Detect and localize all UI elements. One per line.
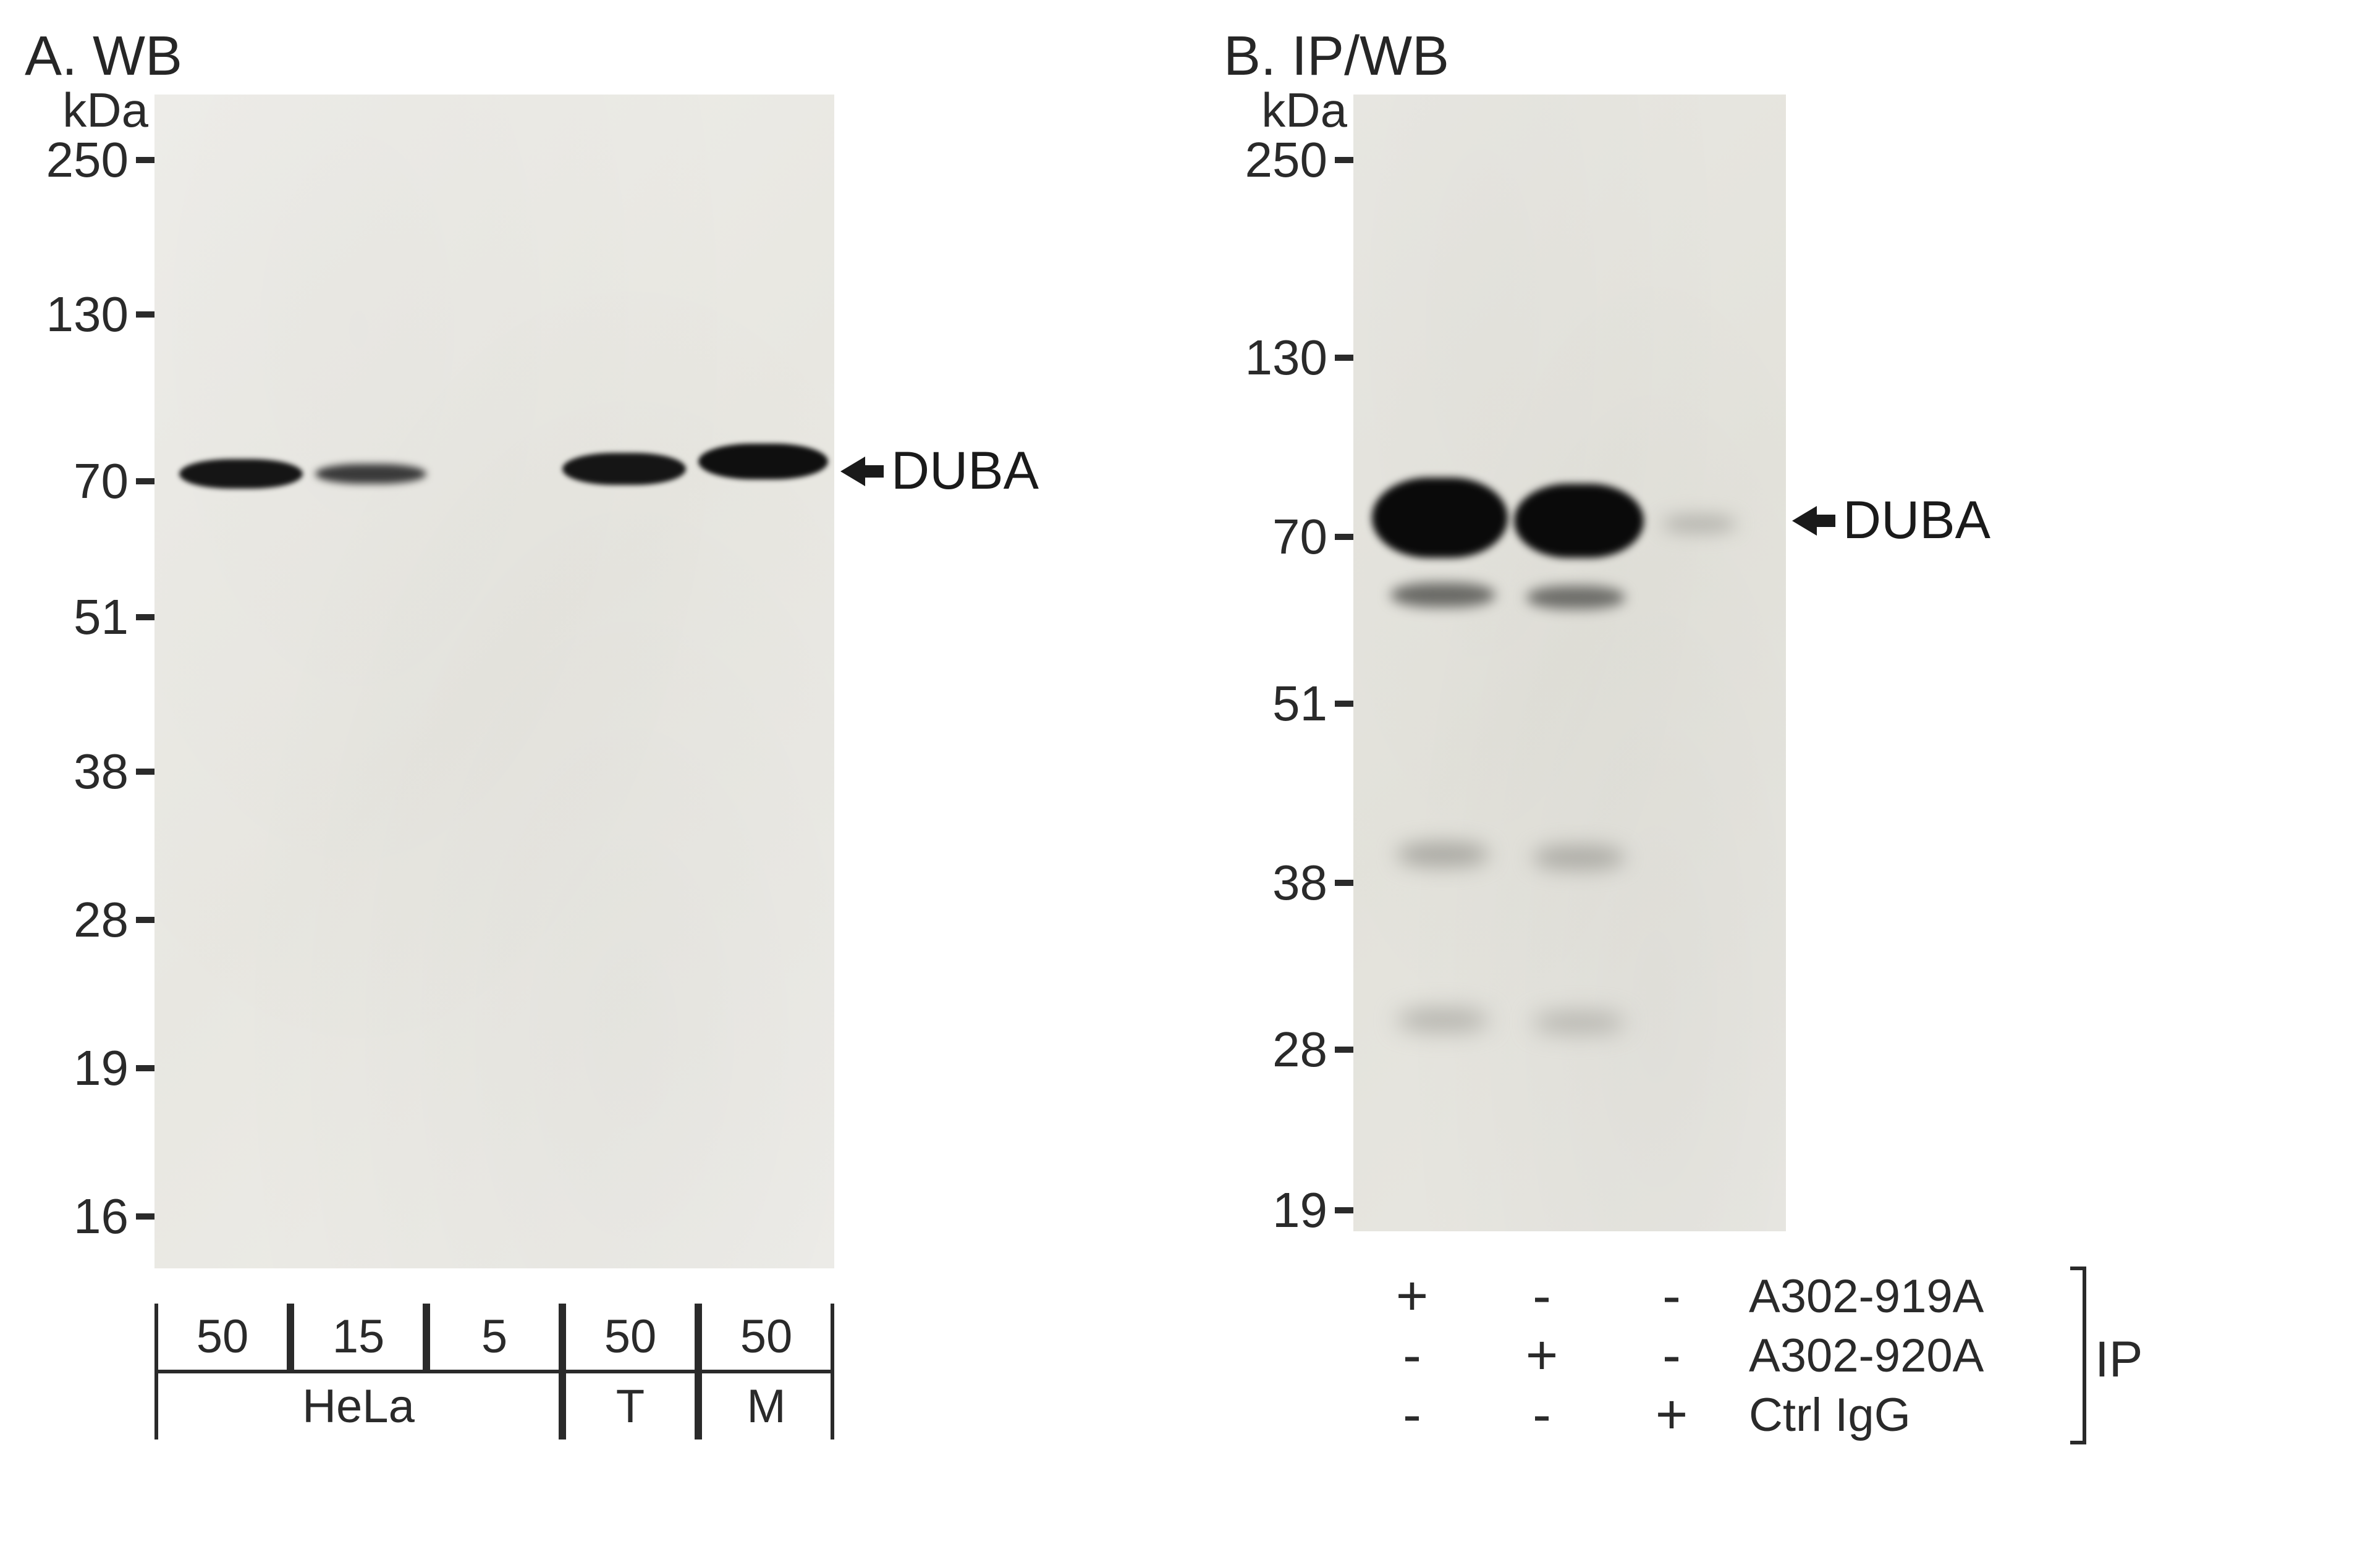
yaxis-tick: 70 [1272,508,1353,565]
yaxis-tick: 28 [1272,1021,1353,1078]
yaxis-tick: 51 [74,589,154,646]
ip-antibody-label: A302-919A [1736,1270,2058,1323]
blot-band [1372,478,1508,558]
blot-band [1533,1012,1625,1033]
blot-band [179,459,303,489]
blot-band [1662,515,1736,533]
yaxis-tick: 19 [74,1040,154,1097]
panel-a-arrow-label: DUBA [840,440,1039,502]
ip-mark: - [1347,1324,1477,1388]
ip-table-row: -+-A302-920A [1347,1326,2058,1385]
panel-b-yaxis: kDa 2501307051382819 [1224,95,1353,1231]
lane-sample-cell: T [562,1373,698,1439]
lane-loading-cell: 50 [698,1304,834,1370]
panel-b-ip-table: +--A302-919A-+-A302-920A--+Ctrl IgGIP [1347,1267,2058,1444]
panel-b-blot [1353,95,1786,1231]
yaxis-tick: 250 [1245,132,1353,188]
yaxis-tick: 28 [74,891,154,948]
ip-mark: - [1477,1383,1607,1447]
blot-band [1397,842,1489,867]
yaxis-tick: 130 [1245,329,1353,386]
blot-band [1390,583,1495,607]
lane-loading-cell: 15 [290,1304,426,1370]
ip-mark: - [1607,1265,1736,1328]
figure-container: A. WB kDa 250130705138281916 DUBA 501555… [25,25,2348,1543]
panel-b: B. IP/WB kDa 2501307051382819 DUBA +--A3… [1224,25,2348,1543]
ip-table-row: --+Ctrl IgG [1347,1385,2058,1444]
panel-a-protein-label: DUBA [891,440,1039,502]
blot-band [1397,1009,1489,1031]
yaxis-tick: 38 [1272,854,1353,911]
lane-sample-cell: HeLa [154,1373,562,1439]
ip-mark: - [1477,1265,1607,1328]
panel-a-title: A. WB [25,25,1149,88]
lane-loading-cell: 5 [426,1304,562,1370]
ip-mark: - [1607,1324,1736,1388]
lane-loading-cell: 50 [562,1304,698,1370]
panel-a: A. WB kDa 250130705138281916 DUBA 501555… [25,25,1149,1543]
ip-antibody-label: A302-920A [1736,1329,2058,1383]
panel-a-yaxis-unit: kDa [62,82,148,138]
lane-sample-cell: M [698,1373,834,1439]
panel-a-blot-area: kDa 250130705138281916 DUBA [25,95,1149,1268]
yaxis-tick: 19 [1272,1182,1353,1239]
blot-band [1514,484,1644,558]
panel-a-lane-table: 501555050HeLaTM [154,1304,834,1439]
yaxis-tick: 16 [74,1188,154,1245]
yaxis-tick: 51 [1272,675,1353,732]
panel-a-blot-bg [154,95,834,1268]
ip-mark: + [1477,1324,1607,1388]
yaxis-tick: 130 [46,286,154,343]
ip-side-label: IP [2095,1331,2142,1389]
ip-mark: + [1347,1265,1477,1328]
panel-b-arrow-label: DUBA [1792,490,1990,551]
blot-band [315,464,426,484]
lane-loading-cell: 50 [154,1304,290,1370]
ip-table-row: +--A302-919A [1347,1267,2058,1326]
ip-mark: - [1347,1383,1477,1447]
yaxis-tick: 70 [74,453,154,510]
blot-band [1533,845,1625,870]
panel-b-title: B. IP/WB [1224,25,2348,88]
ip-mark: + [1607,1383,1736,1447]
panel-a-yaxis: kDa 250130705138281916 [25,95,154,1268]
panel-b-blot-bg [1353,95,1786,1231]
arrow-left-icon [840,453,884,490]
yaxis-tick: 250 [46,132,154,188]
yaxis-tick: 38 [74,743,154,800]
panel-b-protein-label: DUBA [1843,490,1990,551]
ip-antibody-label: Ctrl IgG [1736,1388,2058,1442]
arrow-left-icon [1792,502,1835,539]
panel-a-blot [154,95,834,1268]
blot-band [562,453,686,485]
ip-bracket [2070,1267,2086,1444]
panel-b-blot-area: kDa 2501307051382819 DUBA [1224,95,2348,1231]
panel-b-yaxis-unit: kDa [1261,82,1347,138]
blot-band [698,444,828,479]
blot-band [1526,586,1625,609]
